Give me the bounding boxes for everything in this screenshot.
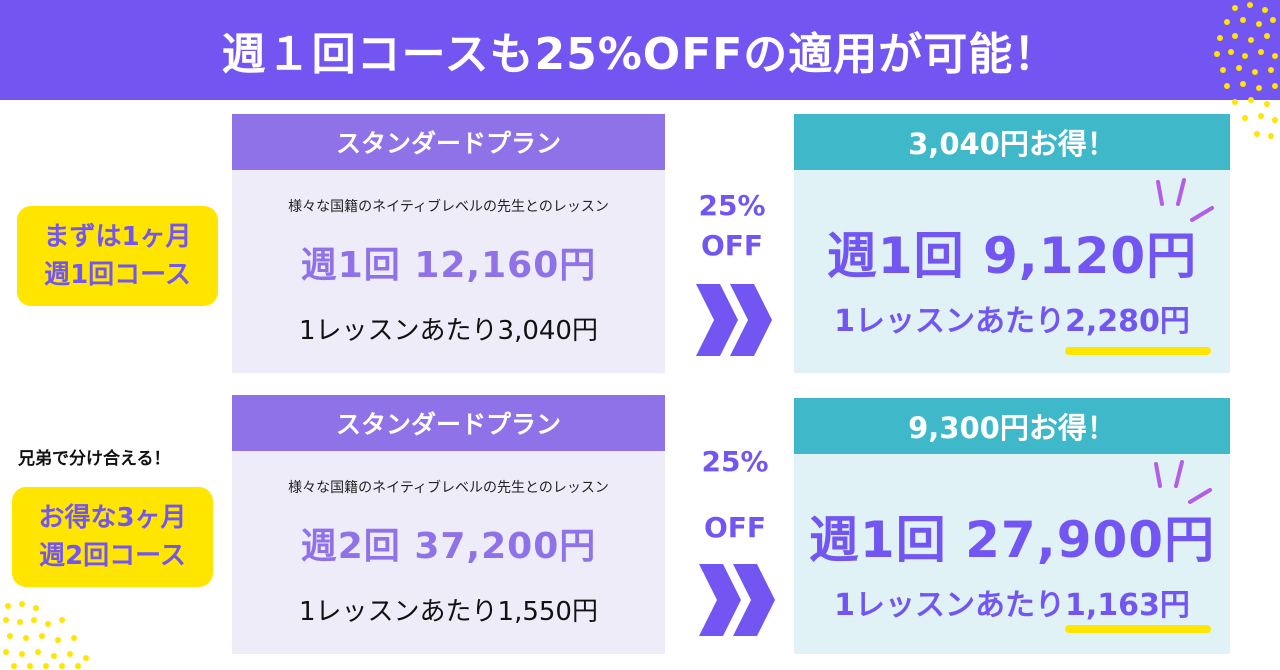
discounted-per-lesson: 1レッスンあたり1,163円	[794, 580, 1230, 624]
sparkle-lines-icon	[1154, 460, 1212, 504]
course-tag-line1: まずは1ヶ月	[43, 222, 192, 252]
standard-plan-card-1: スタンダードプラン 様々な国籍のネイティブレベルの先生とのレッスン 週1回 12…	[232, 114, 665, 373]
banner-title: 週１回コースも25%OFFの適用が可能！	[0, 0, 1280, 100]
decorative-dots-bottom-left	[3, 601, 89, 669]
standard-plan-card-2: スタンダードプラン 様々な国籍のネイティブレベルの先生とのレッスン 週2回 37…	[232, 395, 665, 654]
highlight-underline-2	[1065, 625, 1211, 633]
discount-indicator-1: 25% OFF	[687, 186, 777, 360]
plan-name: スタンダードプラン	[232, 114, 665, 170]
per-lesson-value: 2,280円	[1064, 304, 1190, 339]
plan-price: 週1回 12,160円	[300, 245, 597, 286]
decorative-dots-top-right	[1214, 2, 1278, 139]
plan-name: スタンダードプラン	[232, 395, 665, 451]
savings-amount: 9,300円お得！	[794, 398, 1230, 454]
per-lesson-value: 1,163円	[1064, 588, 1190, 623]
discounted-price: 週1回 9,120円	[826, 227, 1198, 285]
per-lesson-prefix: 1レッスンあたり	[834, 588, 1065, 623]
sparkle-lines-icon	[1156, 178, 1214, 222]
discount-percent: 25%	[698, 189, 766, 222]
discounted-plan-card-1: 3,040円お得！ 週1回 9,120円 1レッスンあたり2,280円	[794, 114, 1230, 373]
double-chevron-right-icon	[696, 284, 772, 356]
highlight-underline-1	[1065, 347, 1211, 355]
plan-per-lesson: 1レッスンあたり1,550円	[299, 597, 598, 627]
discount-off-label: OFF	[700, 229, 764, 262]
course-tag-3month: お得な3ヶ月 週2回コース	[12, 487, 213, 587]
double-chevron-right-icon	[699, 564, 775, 636]
course-tag-line2: 週1回コース	[44, 260, 191, 290]
discounted-plan-card-2: 9,300円お得！ 週1回 27,900円 1レッスンあたり1,163円	[794, 398, 1230, 654]
plan-description: 様々な国籍のネイティブレベルの先生とのレッスン	[288, 199, 609, 215]
discounted-price: 週1回 27,900円	[808, 511, 1216, 569]
plan-per-lesson: 1レッスンあたり3,040円	[299, 316, 598, 346]
discount-percent: 25%	[701, 445, 769, 478]
plan-price: 週2回 37,200円	[300, 526, 597, 567]
per-lesson-prefix: 1レッスンあたり	[834, 304, 1065, 339]
discounted-per-lesson: 1レッスンあたり2,280円	[794, 296, 1230, 340]
discount-indicator-2: 25% OFF	[690, 442, 780, 640]
plan-description: 様々な国籍のネイティブレベルの先生とのレッスン	[288, 480, 609, 496]
course-tag-1month: まずは1ヶ月 週1回コース	[17, 206, 218, 306]
course-tag-line1: お得な3ヶ月	[38, 503, 187, 533]
savings-amount: 3,040円お得！	[794, 114, 1230, 170]
discount-off-label: OFF	[703, 511, 767, 544]
course-tag-line2: 週2回コース	[39, 541, 186, 571]
siblings-note: 兄弟で分け合える！	[18, 449, 171, 469]
